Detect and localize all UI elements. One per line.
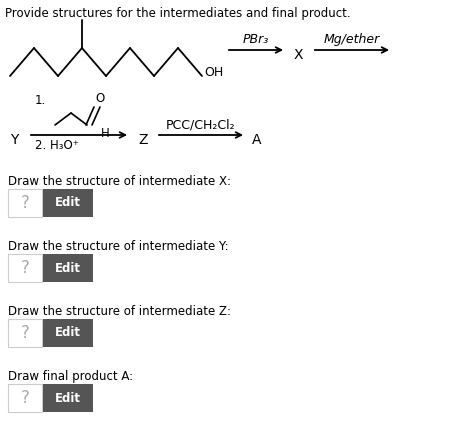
Bar — [8, 384, 42, 412]
Text: H: H — [101, 127, 110, 140]
Text: O: O — [95, 92, 104, 105]
Bar — [43, 319, 93, 347]
Text: Edit: Edit — [55, 197, 81, 210]
Bar — [43, 189, 93, 217]
Text: Draw final product A:: Draw final product A: — [8, 370, 133, 383]
Text: Draw the structure of intermediate X:: Draw the structure of intermediate X: — [8, 175, 231, 188]
Text: Provide structures for the intermediates and final product.: Provide structures for the intermediates… — [5, 7, 351, 20]
Bar — [43, 254, 93, 282]
Text: 1.: 1. — [35, 94, 46, 107]
Text: Y: Y — [10, 133, 18, 147]
Text: Edit: Edit — [55, 392, 81, 405]
Bar — [8, 319, 42, 347]
Text: A: A — [252, 133, 262, 147]
Text: PBr₃: PBr₃ — [243, 33, 269, 46]
Text: ?: ? — [20, 259, 29, 277]
Text: ?: ? — [20, 324, 29, 342]
Text: OH: OH — [204, 67, 223, 80]
Text: Edit: Edit — [55, 261, 81, 274]
Bar — [8, 254, 42, 282]
Text: X: X — [294, 48, 303, 62]
Text: ?: ? — [20, 389, 29, 407]
Text: Mg/ether: Mg/ether — [324, 33, 380, 46]
Text: 2. H₃O⁺: 2. H₃O⁺ — [35, 139, 79, 152]
Text: Edit: Edit — [55, 327, 81, 339]
Text: Draw the structure of intermediate Y:: Draw the structure of intermediate Y: — [8, 240, 228, 253]
Text: Z: Z — [138, 133, 147, 147]
Text: Draw the structure of intermediate Z:: Draw the structure of intermediate Z: — [8, 305, 231, 318]
Text: ?: ? — [20, 194, 29, 212]
Bar — [43, 384, 93, 412]
Text: PCC/CH₂Cl₂: PCC/CH₂Cl₂ — [166, 118, 236, 131]
Bar — [8, 189, 42, 217]
